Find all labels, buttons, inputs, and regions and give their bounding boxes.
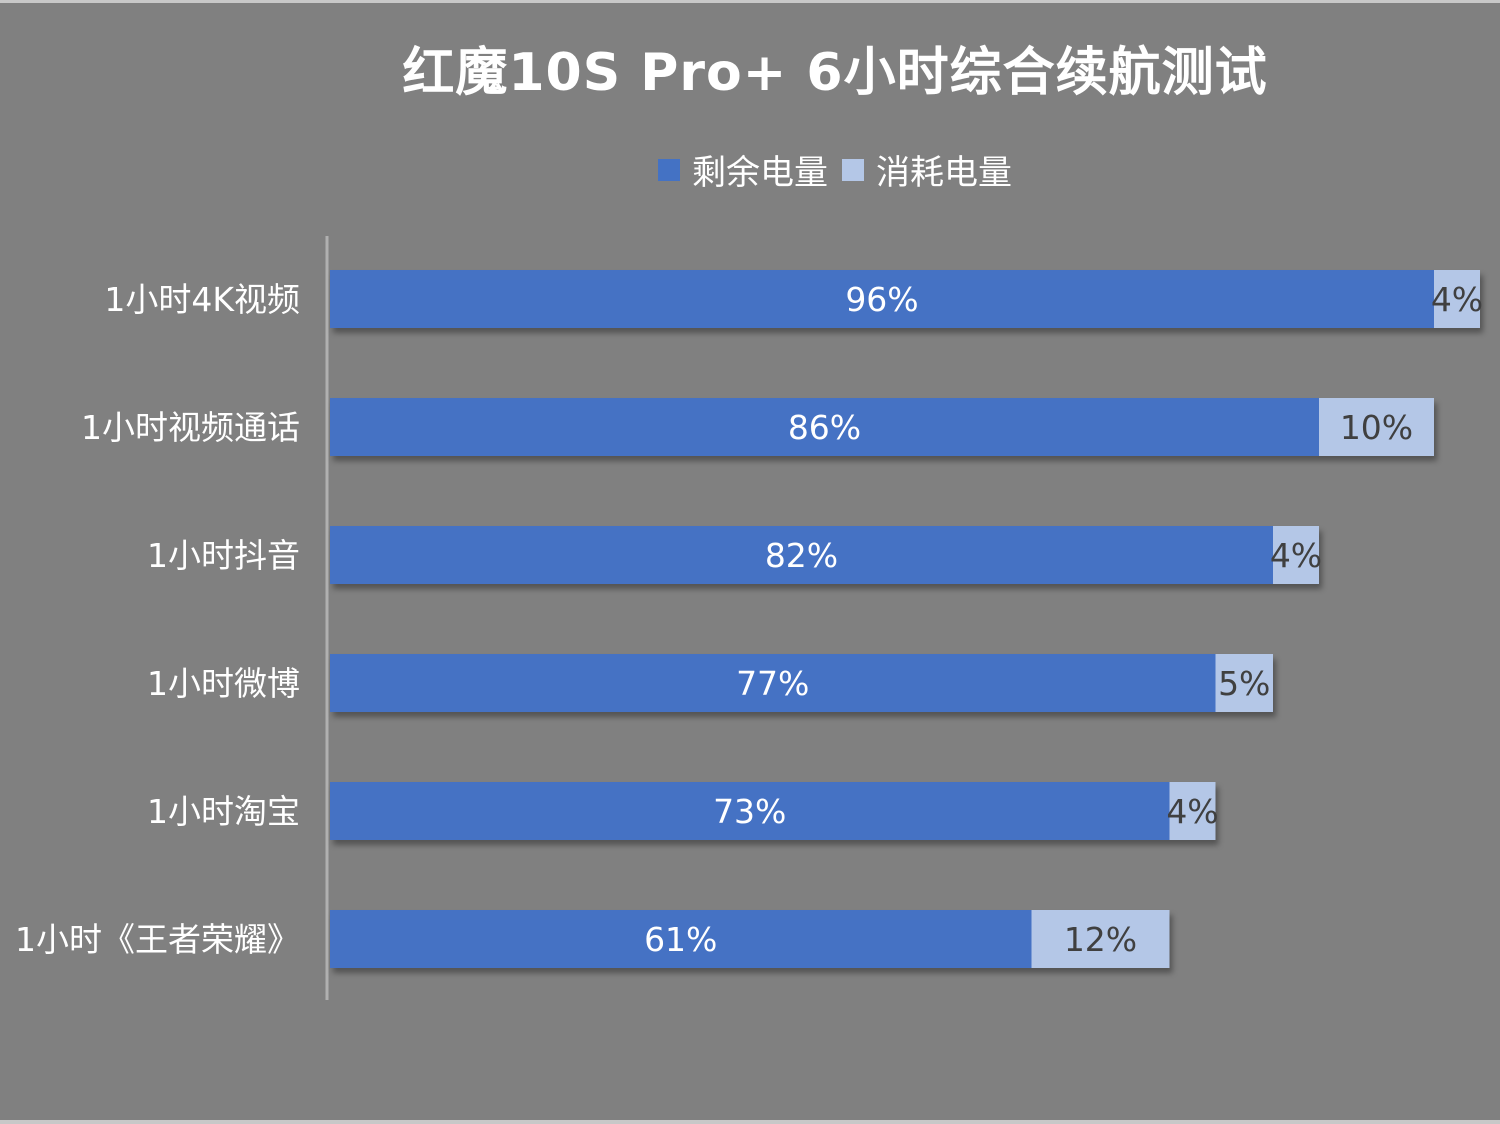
bar-group: [330, 654, 1273, 712]
legend-item-remaining: 剩余电量: [658, 145, 828, 194]
bar-consumed: [1273, 526, 1319, 584]
bar-remaining: [330, 782, 1170, 840]
chart-title: 红魔10S Pro+ 6小时综合续航测试: [402, 43, 1268, 103]
bar-group: [330, 782, 1216, 840]
data-label-consumed: 10%: [1340, 408, 1413, 447]
data-label-remaining: 82%: [765, 536, 838, 575]
data-label-consumed: 4%: [1431, 280, 1483, 319]
data-label-consumed: 12%: [1064, 920, 1137, 959]
bar-remaining: [330, 270, 1434, 328]
category-label: 1小时视频通话: [81, 408, 300, 447]
category-label: 1小时淘宝: [147, 792, 300, 831]
bar-consumed: [1434, 270, 1480, 328]
category-label: 1小时4K视频: [104, 280, 300, 319]
legend-label-remaining: 剩余电量: [692, 153, 828, 193]
bar-group: [330, 398, 1434, 456]
legend-swatch-remaining: [658, 158, 680, 181]
bar-remaining: [330, 910, 1032, 968]
data-label-remaining: 96%: [845, 280, 918, 319]
bar-consumed: [1215, 654, 1273, 712]
category-label: 1小时微博: [147, 664, 300, 703]
bar-group: [330, 270, 1480, 328]
legend-item-consumed: 消耗电量: [842, 145, 1012, 194]
bar-remaining: [330, 654, 1216, 712]
data-label-remaining: 77%: [736, 664, 809, 703]
bar-remaining: [330, 526, 1273, 584]
bar-group: [330, 910, 1170, 968]
bar-group: [330, 526, 1319, 584]
bar-consumed: [1031, 910, 1170, 968]
legend-swatch-consumed: [842, 158, 864, 181]
data-label-remaining: 73%: [713, 792, 786, 831]
data-label-consumed: 5%: [1218, 664, 1270, 703]
bar-remaining: [330, 398, 1319, 456]
category-label: 1小时抖音: [147, 536, 300, 575]
data-label-consumed: 4%: [1270, 536, 1322, 575]
bar-consumed: [1319, 398, 1434, 456]
data-label-remaining: 86%: [788, 408, 861, 447]
data-label-remaining: 61%: [644, 920, 717, 959]
category-label: 1小时《王者荣耀》: [15, 920, 300, 959]
chart-legend: 剩余电量 消耗电量: [0, 145, 1500, 194]
data-label-consumed: 4%: [1166, 792, 1218, 831]
legend-label-consumed: 消耗电量: [876, 153, 1012, 193]
bar-consumed: [1169, 782, 1216, 840]
